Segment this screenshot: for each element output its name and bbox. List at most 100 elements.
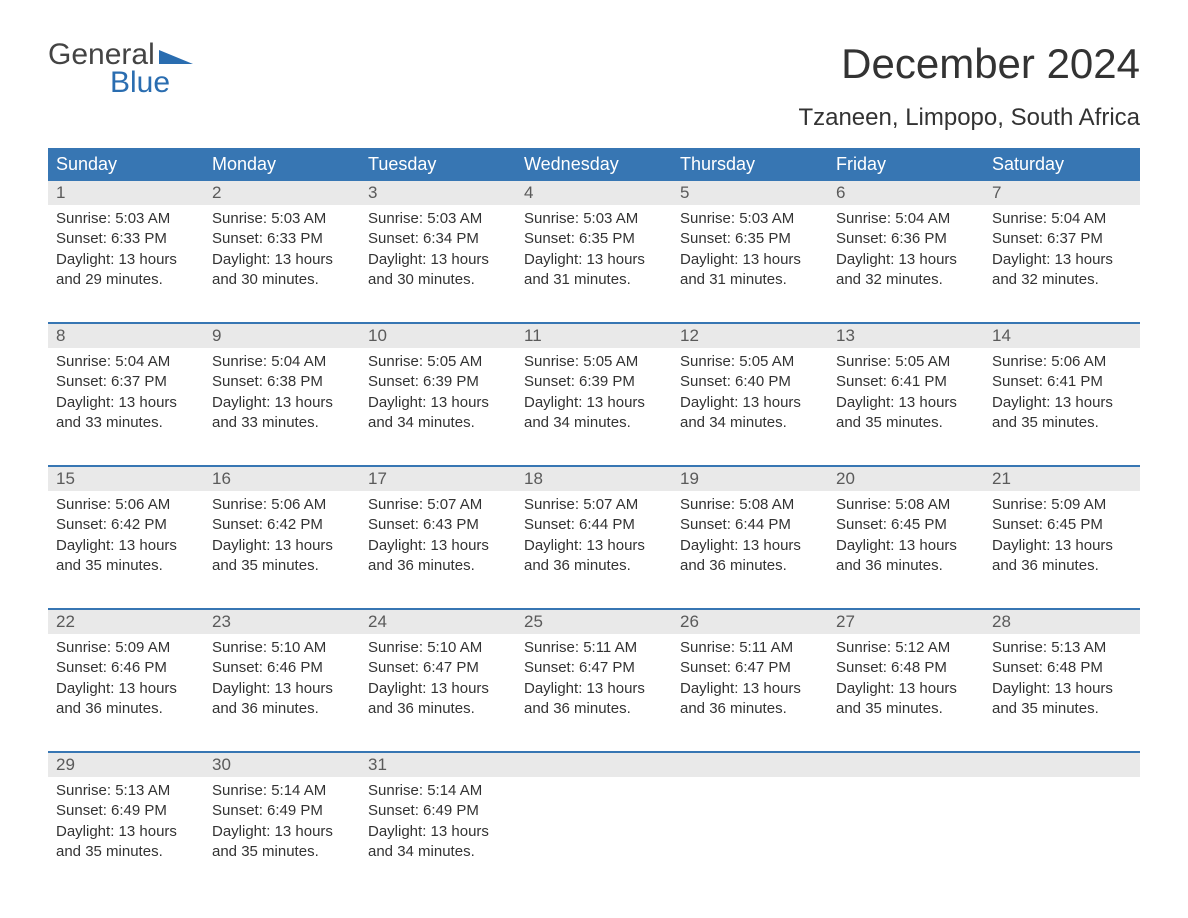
day-dl2: and 35 minutes. [212, 556, 352, 576]
day-sunset: Sunset: 6:44 PM [680, 515, 820, 535]
day-cell [672, 777, 828, 894]
day-number [672, 753, 828, 777]
month-title: December 2024 [798, 40, 1140, 88]
day-sunrise: Sunrise: 5:10 AM [368, 638, 508, 658]
day-number: 14 [984, 324, 1140, 348]
day-number: 22 [48, 610, 204, 634]
day-dl2: and 36 minutes. [680, 556, 820, 576]
day-dl1: Daylight: 13 hours [212, 250, 352, 270]
day-dl2: and 32 minutes. [836, 270, 976, 290]
day-sunrise: Sunrise: 5:05 AM [680, 352, 820, 372]
day-sunset: Sunset: 6:41 PM [836, 372, 976, 392]
day-sunset: Sunset: 6:45 PM [992, 515, 1132, 535]
day-dl2: and 36 minutes. [368, 556, 508, 576]
day-cell: Sunrise: 5:03 AMSunset: 6:35 PMDaylight:… [516, 205, 672, 323]
day-dl2: and 36 minutes. [56, 699, 196, 719]
day-sunrise: Sunrise: 5:05 AM [836, 352, 976, 372]
day-dl2: and 35 minutes. [56, 842, 196, 862]
day-dl2: and 33 minutes. [212, 413, 352, 433]
weekday-wednesday: Wednesday [516, 148, 672, 181]
day-dl1: Daylight: 13 hours [56, 250, 196, 270]
day-cell: Sunrise: 5:13 AMSunset: 6:49 PMDaylight:… [48, 777, 204, 894]
day-sunrise: Sunrise: 5:12 AM [836, 638, 976, 658]
day-sunset: Sunset: 6:41 PM [992, 372, 1132, 392]
day-dl1: Daylight: 13 hours [836, 250, 976, 270]
day-dl1: Daylight: 13 hours [56, 822, 196, 842]
day-dl1: Daylight: 13 hours [56, 393, 196, 413]
day-sunrise: Sunrise: 5:07 AM [524, 495, 664, 515]
day-dl1: Daylight: 13 hours [56, 679, 196, 699]
day-number: 5 [672, 181, 828, 205]
day-content-row: Sunrise: 5:03 AMSunset: 6:33 PMDaylight:… [48, 205, 1140, 323]
day-sunset: Sunset: 6:48 PM [992, 658, 1132, 678]
day-number: 4 [516, 181, 672, 205]
day-sunrise: Sunrise: 5:05 AM [524, 352, 664, 372]
day-dl2: and 31 minutes. [680, 270, 820, 290]
weekday-tuesday: Tuesday [360, 148, 516, 181]
day-dl1: Daylight: 13 hours [212, 536, 352, 556]
day-dl1: Daylight: 13 hours [368, 536, 508, 556]
day-dl2: and 34 minutes. [680, 413, 820, 433]
day-sunset: Sunset: 6:49 PM [56, 801, 196, 821]
day-number: 6 [828, 181, 984, 205]
day-number: 19 [672, 467, 828, 491]
day-number: 24 [360, 610, 516, 634]
day-number: 9 [204, 324, 360, 348]
day-dl1: Daylight: 13 hours [212, 822, 352, 842]
day-sunset: Sunset: 6:46 PM [212, 658, 352, 678]
day-number: 8 [48, 324, 204, 348]
day-sunrise: Sunrise: 5:11 AM [680, 638, 820, 658]
location: Tzaneen, Limpopo, South Africa [798, 104, 1140, 132]
day-sunset: Sunset: 6:48 PM [836, 658, 976, 678]
day-sunrise: Sunrise: 5:04 AM [56, 352, 196, 372]
day-cell: Sunrise: 5:05 AMSunset: 6:40 PMDaylight:… [672, 348, 828, 466]
header: General Blue December 2024 Tzaneen, Limp… [48, 40, 1140, 140]
day-dl1: Daylight: 13 hours [680, 393, 820, 413]
day-cell: Sunrise: 5:04 AMSunset: 6:36 PMDaylight:… [828, 205, 984, 323]
day-dl1: Daylight: 13 hours [368, 250, 508, 270]
weekday-thursday: Thursday [672, 148, 828, 181]
day-sunrise: Sunrise: 5:03 AM [680, 209, 820, 229]
day-dl2: and 35 minutes. [836, 413, 976, 433]
day-sunrise: Sunrise: 5:06 AM [56, 495, 196, 515]
day-cell: Sunrise: 5:09 AMSunset: 6:45 PMDaylight:… [984, 491, 1140, 609]
day-dl1: Daylight: 13 hours [680, 679, 820, 699]
day-number: 20 [828, 467, 984, 491]
day-dl1: Daylight: 13 hours [836, 536, 976, 556]
day-cell: Sunrise: 5:08 AMSunset: 6:44 PMDaylight:… [672, 491, 828, 609]
day-sunset: Sunset: 6:42 PM [56, 515, 196, 535]
day-dl1: Daylight: 13 hours [524, 536, 664, 556]
day-dl2: and 36 minutes. [680, 699, 820, 719]
day-cell: Sunrise: 5:05 AMSunset: 6:39 PMDaylight:… [516, 348, 672, 466]
day-cell: Sunrise: 5:05 AMSunset: 6:41 PMDaylight:… [828, 348, 984, 466]
day-sunrise: Sunrise: 5:06 AM [212, 495, 352, 515]
day-sunrise: Sunrise: 5:03 AM [212, 209, 352, 229]
day-dl2: and 36 minutes. [992, 556, 1132, 576]
day-cell [828, 777, 984, 894]
day-number: 27 [828, 610, 984, 634]
day-sunrise: Sunrise: 5:13 AM [992, 638, 1132, 658]
day-sunrise: Sunrise: 5:14 AM [368, 781, 508, 801]
day-dl1: Daylight: 13 hours [368, 679, 508, 699]
day-cell: Sunrise: 5:07 AMSunset: 6:44 PMDaylight:… [516, 491, 672, 609]
day-sunset: Sunset: 6:33 PM [56, 229, 196, 249]
day-number: 30 [204, 753, 360, 777]
day-sunrise: Sunrise: 5:09 AM [992, 495, 1132, 515]
day-dl1: Daylight: 13 hours [836, 679, 976, 699]
day-dl2: and 36 minutes. [524, 556, 664, 576]
day-number: 10 [360, 324, 516, 348]
day-dl1: Daylight: 13 hours [992, 536, 1132, 556]
day-sunset: Sunset: 6:35 PM [524, 229, 664, 249]
day-number-row: 15161718192021 [48, 467, 1140, 491]
day-sunset: Sunset: 6:47 PM [368, 658, 508, 678]
day-dl2: and 29 minutes. [56, 270, 196, 290]
day-sunset: Sunset: 6:47 PM [680, 658, 820, 678]
day-number-row: 293031 [48, 753, 1140, 777]
day-dl1: Daylight: 13 hours [368, 393, 508, 413]
day-cell: Sunrise: 5:03 AMSunset: 6:33 PMDaylight:… [48, 205, 204, 323]
day-number: 21 [984, 467, 1140, 491]
day-number: 31 [360, 753, 516, 777]
day-cell: Sunrise: 5:04 AMSunset: 6:38 PMDaylight:… [204, 348, 360, 466]
day-dl1: Daylight: 13 hours [524, 250, 664, 270]
weekday-header-row: Sunday Monday Tuesday Wednesday Thursday… [48, 148, 1140, 181]
